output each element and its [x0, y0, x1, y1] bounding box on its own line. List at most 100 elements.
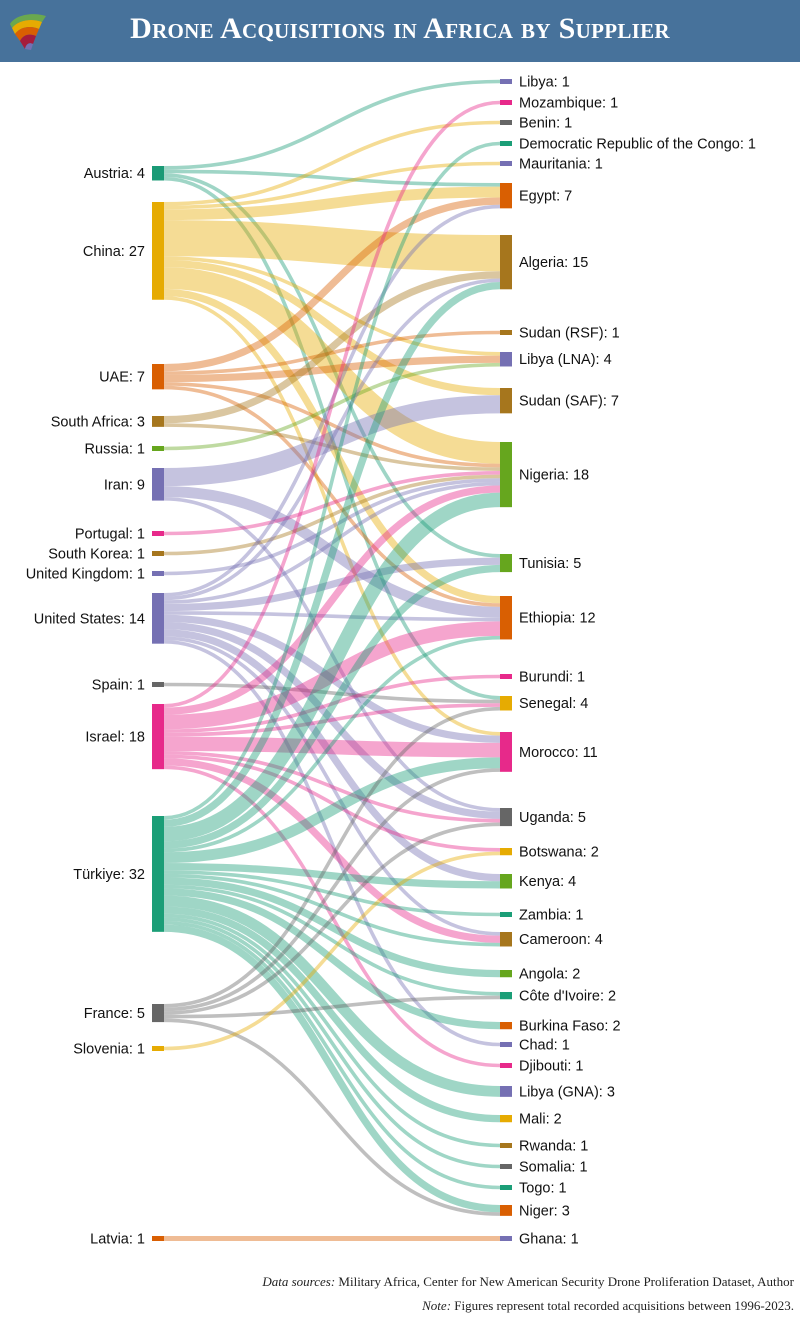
sources-text: Military Africa, Center for New American… [338, 1274, 794, 1289]
flow-israel-to-cameroon [163, 758, 501, 943]
source-node-iran [152, 468, 164, 501]
flow-turkiye-to-democratic-republic-of-the-congo [163, 141, 501, 820]
target-node-democratic-republic-of-the-congo [500, 141, 512, 146]
target-label-ghana: Ghana: 1 [519, 1232, 579, 1248]
target-node-somalia [500, 1164, 512, 1169]
target-label-ethiopia: Ethiopia: 12 [519, 611, 596, 627]
flow-united-states-to-cameroon [163, 636, 501, 936]
flow-uae-to-ethiopia [163, 385, 501, 607]
labels-layer: Austria: 4 China: 27 UAE: 7 South Africa: 3… [26, 75, 756, 1248]
source-node-austria [152, 166, 164, 181]
flow-south-africa-to-nigeria [163, 423, 501, 471]
target-node-djibouti [500, 1063, 512, 1068]
nodes-layer [152, 79, 512, 1241]
flow-israel-to-morocco [163, 736, 501, 758]
source-label-south-africa: South Africa: 3 [51, 414, 145, 430]
source-node-uae [152, 364, 164, 390]
flow-turkiye-to-cameroon [163, 873, 501, 947]
flow-israel-to-nigeria [163, 485, 501, 715]
source-label-iran: Iran: 9 [104, 477, 145, 493]
flow-austria-to-senegal [163, 176, 501, 700]
target-node-mozambique [500, 100, 512, 105]
source-label-china: China: 27 [83, 244, 145, 260]
target-node-mali [500, 1115, 512, 1123]
target-label-somalia: Somalia: 1 [519, 1160, 588, 1176]
target-label-burundi: Burundi: 1 [519, 670, 585, 686]
flow-united-states-to-uganda [163, 621, 501, 819]
target-node-zambia [500, 912, 512, 917]
flow-turkiye-to-zambia [163, 870, 501, 917]
flow-israel-to-senegal [163, 703, 501, 737]
flow-china-to-ethiopia [163, 288, 501, 604]
target-node-chad [500, 1042, 512, 1047]
flow-iran-to-uganda [163, 496, 501, 812]
flow-turkiye-to-kenya [163, 863, 501, 889]
flow-france-to-senegal [163, 706, 501, 1008]
target-node-rwanda [500, 1143, 512, 1148]
target-label-botswana: Botswana: 2 [519, 845, 599, 861]
target-node-egypt [500, 183, 512, 209]
target-label-togo: Togo: 1 [519, 1181, 567, 1197]
flow-france-to-uganda [163, 822, 501, 1015]
target-label-algeria: Algeria: 15 [519, 255, 588, 271]
footnote: Note: Figures represent total recorded a… [422, 1298, 794, 1314]
source-label-united-kingdom: United Kingdom: 1 [26, 567, 145, 583]
source-label-portugal: Portugal: 1 [75, 527, 145, 543]
source-label-russia: Russia: 1 [85, 442, 145, 458]
flow-united-states-to-egypt [163, 204, 501, 597]
target-label-rwanda: Rwanda: 1 [519, 1139, 588, 1155]
flow-uae-to-libya-lna [163, 355, 501, 383]
target-label-uganda: Uganda: 5 [519, 810, 586, 826]
title-bar: Drone Acquisitions in Africa by Supplier [0, 0, 800, 62]
target-node-senegal [500, 696, 512, 711]
target-node-benin [500, 120, 512, 125]
flow-united-states-to-ethiopia [163, 611, 501, 622]
flow-turkiye-to-tunisia [163, 564, 501, 849]
flow-israel-to-mozambique [163, 100, 501, 708]
source-node-portugal [152, 531, 164, 536]
flow-israel-to-ethiopia [163, 621, 501, 730]
source-node-china [152, 202, 164, 300]
target-label-sudan-rsf: Sudan (RSF): 1 [519, 326, 620, 342]
flow-turkiye-to-ethiopia [163, 635, 501, 853]
source-label-latvia: Latvia: 1 [90, 1232, 145, 1248]
flow-turkiye-to-rwanda [163, 913, 501, 1148]
source-label-turkiye: Türkiye: 32 [73, 867, 145, 883]
target-node-cote-d-ivoire [500, 992, 512, 1000]
africa-logo-icon [10, 14, 46, 50]
target-label-senegal: Senegal: 4 [519, 696, 588, 712]
flow-turkiye-to-angola [163, 877, 501, 978]
flow-china-to-egypt [163, 186, 501, 221]
target-node-sudan-saf [500, 388, 512, 414]
flow-south-africa-to-algeria [163, 271, 501, 424]
target-label-kenya: Kenya: 4 [519, 874, 576, 890]
source-node-united-kingdom [152, 571, 164, 576]
target-node-morocco [500, 732, 512, 772]
flow-russia-to-libya-lna [163, 362, 501, 451]
target-label-burkina-faso: Burkina Faso: 2 [519, 1019, 621, 1035]
flow-turkiye-to-somalia [163, 917, 501, 1169]
flow-united-states-to-tunisia [163, 557, 501, 612]
source-label-spain: Spain: 1 [92, 678, 145, 694]
flow-china-to-mauritania [163, 161, 501, 210]
flow-uae-to-egypt [163, 197, 501, 372]
target-label-libya-gna: Libya (GNA): 3 [519, 1084, 615, 1100]
flow-israel-to-burundi [163, 674, 501, 733]
target-node-burundi [500, 674, 512, 679]
flow-france-to-niger [163, 1018, 501, 1216]
target-node-botswana [500, 848, 512, 856]
flow-united-states-to-algeria [163, 278, 501, 601]
source-label-south-korea: South Korea: 1 [48, 547, 145, 563]
target-node-nigeria [500, 442, 512, 508]
target-label-angola: Angola: 2 [519, 967, 580, 983]
target-label-mozambique: Mozambique: 1 [519, 96, 618, 112]
target-label-benin: Benin: 1 [519, 116, 572, 132]
flow-austria-to-egypt [163, 169, 501, 187]
target-node-mauritania [500, 161, 512, 166]
target-label-democratic-republic-of-the-congo: Democratic Republic of the Congo: 1 [519, 137, 756, 153]
target-node-uganda [500, 808, 512, 827]
source-label-slovenia: Slovenia: 1 [73, 1042, 145, 1058]
target-node-libya-gna [500, 1086, 512, 1097]
flow-china-to-nigeria [163, 267, 501, 464]
target-label-niger: Niger: 3 [519, 1203, 570, 1219]
